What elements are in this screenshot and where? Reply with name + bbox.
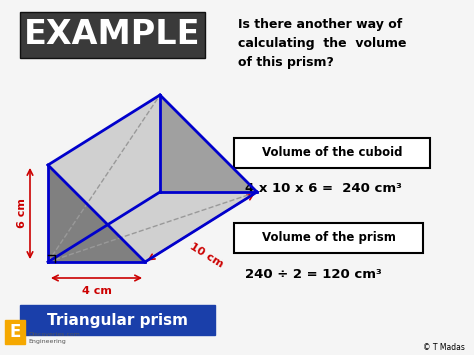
Text: 240 ÷ 2 = 120 cm³: 240 ÷ 2 = 120 cm³ [245, 268, 382, 281]
FancyBboxPatch shape [20, 305, 215, 335]
Text: 4 cm: 4 cm [82, 286, 111, 296]
Polygon shape [48, 192, 257, 262]
Text: E: E [9, 323, 21, 341]
FancyBboxPatch shape [20, 12, 205, 58]
Text: 10 cm: 10 cm [188, 241, 225, 269]
Text: Discoveries.com: Discoveries.com [28, 332, 80, 337]
FancyBboxPatch shape [234, 138, 430, 168]
Text: EXAMPLE: EXAMPLE [24, 18, 201, 51]
Polygon shape [48, 165, 145, 262]
Polygon shape [48, 95, 257, 262]
Text: Volume of the prism: Volume of the prism [262, 231, 395, 245]
FancyBboxPatch shape [5, 320, 25, 344]
Text: 4 x 10 x 6 =  240 cm³: 4 x 10 x 6 = 240 cm³ [245, 182, 402, 195]
Text: Volume of the cuboid: Volume of the cuboid [262, 147, 402, 159]
Text: 6 cm: 6 cm [17, 198, 27, 228]
Text: Triangular prism: Triangular prism [47, 312, 188, 328]
Text: Engineering: Engineering [28, 339, 66, 344]
Polygon shape [160, 95, 257, 192]
Polygon shape [48, 95, 160, 262]
Text: © T Madas: © T Madas [423, 344, 465, 353]
FancyBboxPatch shape [234, 223, 423, 253]
Text: Is there another way of
calculating  the  volume
of this prism?: Is there another way of calculating the … [238, 18, 407, 69]
